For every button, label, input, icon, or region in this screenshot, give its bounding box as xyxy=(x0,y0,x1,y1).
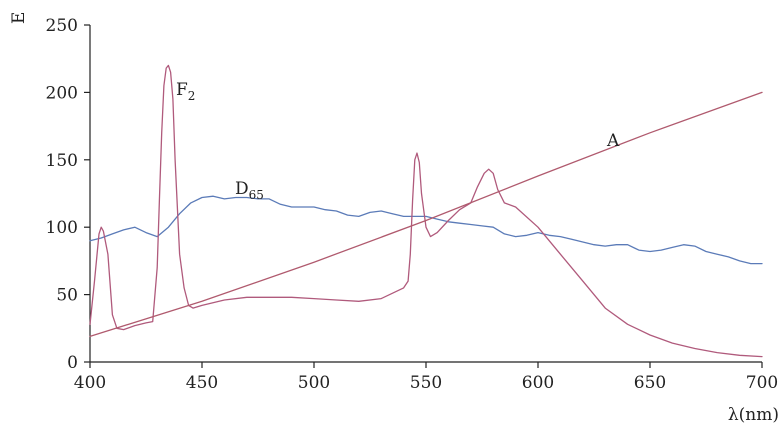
chart-curves xyxy=(89,64,763,358)
y-tick-label: 200 xyxy=(46,83,78,103)
y-tick-label: 250 xyxy=(46,16,78,36)
x-tick-label: 700 xyxy=(746,373,778,393)
y-tick-label: 0 xyxy=(67,353,78,373)
y-axis-label: E xyxy=(9,12,29,24)
x-tick-label: 400 xyxy=(74,373,106,393)
chart-series-labels: D65 F2 A xyxy=(176,80,620,202)
x-tick-label: 650 xyxy=(634,373,666,393)
y-tick-label: 100 xyxy=(46,218,78,238)
x-axis-label: λ(nm) xyxy=(728,405,779,425)
series-f2-label: F2 xyxy=(176,80,195,103)
chart-axes xyxy=(89,25,762,363)
chart-ticks: 400 450 500 550 600 650 700 0 50 100 150 200 250 xyxy=(46,16,779,393)
series-d65-line xyxy=(89,195,763,265)
series-d65-label: D65 xyxy=(235,179,264,202)
x-tick-label: 600 xyxy=(522,373,554,393)
series-a-line xyxy=(89,91,763,338)
x-tick-label: 500 xyxy=(298,373,330,393)
x-tick-label: 450 xyxy=(186,373,218,393)
y-tick-label: 50 xyxy=(56,286,78,306)
y-tick-label: 150 xyxy=(46,151,78,171)
series-a-label: A xyxy=(606,131,620,151)
series-f2-line xyxy=(89,64,763,358)
x-tick-label: 550 xyxy=(410,373,442,393)
